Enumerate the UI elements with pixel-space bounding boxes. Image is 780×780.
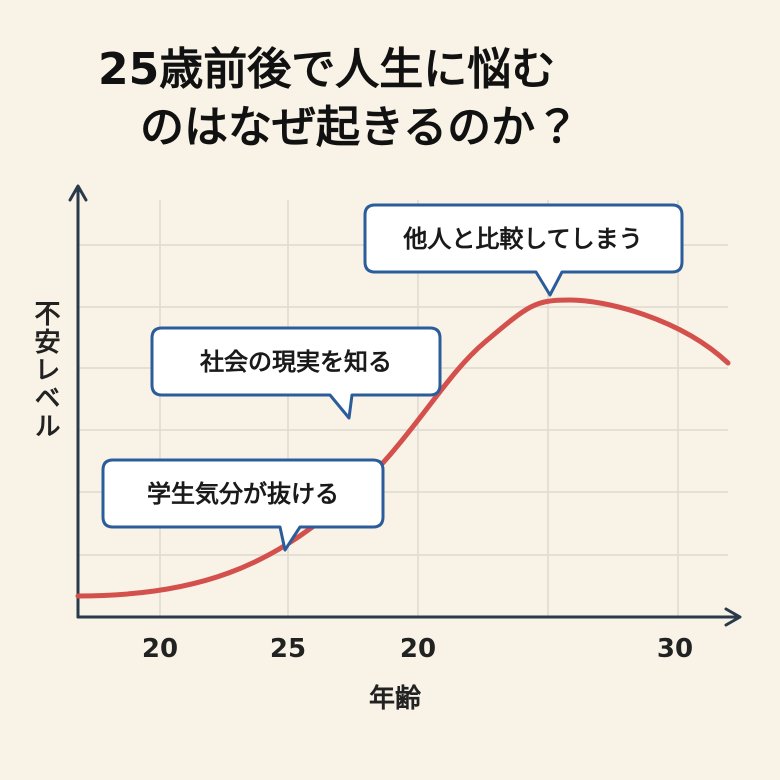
callout-box	[150, 326, 442, 420]
x-axis-arrow	[724, 607, 742, 627]
anxiety-curve	[75, 297, 731, 599]
callout: 学生気分が抜ける	[101, 458, 385, 552]
y-axis-label: 不安レベル	[30, 300, 60, 440]
callout-box	[363, 203, 684, 297]
callout-box	[101, 458, 385, 552]
callout-text: 社会の現実を知る	[199, 348, 392, 376]
x-tick-label: 25	[270, 634, 306, 664]
x-tick-label: 20	[400, 634, 436, 664]
callout-text: 他人と比較してしまう	[402, 225, 642, 253]
callout-text: 学生気分が抜ける	[147, 480, 339, 508]
callout: 他人と比較してしまう	[363, 203, 684, 297]
callout: 社会の現実を知る	[150, 326, 442, 420]
axes	[68, 184, 742, 627]
x-axis-label: 年齢	[369, 683, 421, 714]
title-line: のはなぜ起きるのか？	[140, 102, 579, 153]
y-axis-arrow	[68, 184, 88, 202]
x-tick-label: 30	[657, 634, 693, 664]
x-tick-label: 20	[142, 634, 178, 664]
title-line: 25歳前後で人生に悩む	[98, 44, 555, 95]
